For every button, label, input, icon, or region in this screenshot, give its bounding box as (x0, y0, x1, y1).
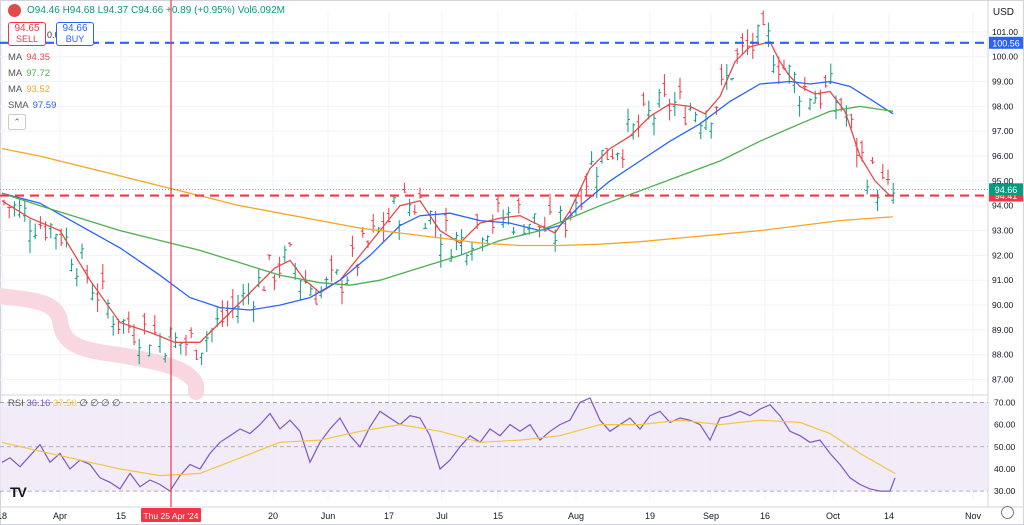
rsi-tick-label: 40.00 (994, 464, 1016, 474)
legend-sma-blue[interactable]: SMA 97.59 (8, 100, 57, 111)
tradingview-logo-icon: TV (10, 484, 27, 500)
rsi-tick-label: 50.00 (994, 442, 1016, 452)
rsi-tick-label: 30.00 (994, 486, 1016, 496)
time-tick-label: 14 (884, 511, 894, 521)
time-tick-label: 16 (760, 511, 770, 521)
price-tick-label: 95.00 (992, 176, 1014, 186)
crosshair-date-label: Thu 25 Apr '24 (143, 511, 198, 521)
ma-line (1, 147, 894, 247)
price-tick-label: 94.00 (992, 201, 1014, 211)
chevron-up-icon: ⌃ (13, 117, 21, 127)
sell-label: SELL (15, 34, 39, 44)
horizontal-levels (0, 41, 988, 197)
time-tick-label: Oct (826, 511, 841, 521)
price-tick-label: 98.00 (992, 101, 1014, 111)
currency-label[interactable]: USD (992, 7, 1014, 18)
rsi-pane (0, 397, 988, 492)
highlight-band (0, 288, 204, 400)
collapse-legend-button[interactable]: ⌃ (8, 114, 26, 130)
time-tick-label: 15 (116, 511, 126, 521)
rsi-legend[interactable]: RSI 36.16 37.50 ∅ ∅ ∅ ∅ (8, 398, 121, 409)
price-tick-label: 88.00 (992, 350, 1014, 360)
time-tick-label: Jun (321, 511, 336, 521)
time-tick-label: Nov (965, 511, 982, 521)
time-tick-label: 18 (0, 511, 7, 521)
legend-ma-green[interactable]: MA 97.72 (8, 68, 51, 79)
sell-price: 94.65 (14, 23, 40, 34)
time-tick-label: 19 (645, 511, 655, 521)
price-tick-label: 96.00 (992, 151, 1014, 161)
legend-ma-orange[interactable]: MA 93.52 (8, 84, 51, 95)
price-tick-label: 91.00 (992, 275, 1014, 285)
ma-line (1, 105, 894, 286)
price-tick-label: 100.00 (992, 52, 1018, 62)
ohlc-header: O94.46 H94.68 L94.37 C94.66 +0.89 (+0.95… (8, 4, 285, 17)
price-tick-label: 90.00 (992, 300, 1014, 310)
sell-button[interactable]: 94.65 SELL (8, 22, 46, 46)
legend-ma-red[interactable]: MA 94.35 (8, 52, 51, 63)
time-axis: 18 Apr 15 20 Jun 17 Jul 15 Aug 19 Sep 16 Oct 14 Nov (0, 511, 981, 521)
price-tick-label: 93.00 (992, 226, 1014, 236)
time-tick-label: 20 (268, 511, 278, 521)
last-price-tag (989, 183, 1023, 196)
buy-label: BUY (65, 34, 85, 44)
symbol-logo-icon (8, 4, 21, 17)
settings-icon[interactable] (1001, 506, 1014, 519)
time-tick-label: Jul (436, 511, 448, 521)
rsi-tick-label: 60.00 (994, 420, 1016, 430)
last-price-label: 94.66 (995, 185, 1018, 195)
time-tick-label: 15 (493, 511, 503, 521)
level-price-label: 100.56 (992, 38, 1020, 48)
rsi-tick-label: 70.00 (994, 397, 1016, 407)
buy-price: 94.66 (62, 23, 88, 34)
rsi-line (1, 397, 896, 492)
moving-averages (1, 41, 894, 343)
ohlc-values: O94.46 H94.68 L94.37 C94.66 +0.89 (+0.95… (27, 5, 285, 17)
rsi-line (1, 419, 896, 477)
price-bars (2, 10, 896, 366)
buy-button[interactable]: 94.66 BUY (56, 22, 94, 46)
time-tick-label: Apr (53, 511, 67, 521)
grid-lines (0, 0, 1024, 508)
ma-line (1, 80, 894, 311)
level-price-tag (989, 36, 1023, 49)
level-price-label: 94.41 (995, 191, 1018, 201)
time-tick-label: 17 (384, 511, 394, 521)
price-tick-label: 101.00 (992, 27, 1018, 37)
spread-value: 0.01 (47, 30, 65, 40)
price-tick-label: 89.00 (992, 325, 1014, 335)
background-shapes (0, 288, 204, 400)
time-tick-label: Aug (568, 511, 584, 521)
crosshair-date-tag (141, 508, 201, 522)
price-tick-label: 92.00 (992, 250, 1014, 260)
time-tick-label: Sep (703, 511, 719, 521)
ma-line (1, 41, 891, 343)
price-tick-label: 87.00 (992, 375, 1014, 385)
price-tick-label: 99.00 (992, 77, 1014, 87)
crosshair: Thu 25 Apr '24 (141, 0, 201, 522)
price-tick-label: 97.00 (992, 126, 1014, 136)
